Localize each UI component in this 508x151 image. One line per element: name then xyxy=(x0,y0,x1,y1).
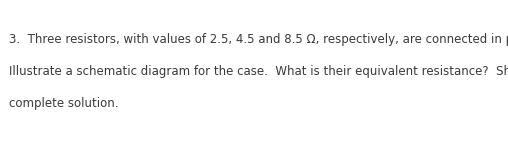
Text: complete solution.: complete solution. xyxy=(9,97,119,110)
Text: Illustrate a schematic diagram for the case.  What is their equivalent resistanc: Illustrate a schematic diagram for the c… xyxy=(9,65,508,78)
Text: 3.  Three resistors, with values of 2.5, 4.5 and 8.5 Ω, respectively, are connec: 3. Three resistors, with values of 2.5, … xyxy=(9,33,508,46)
